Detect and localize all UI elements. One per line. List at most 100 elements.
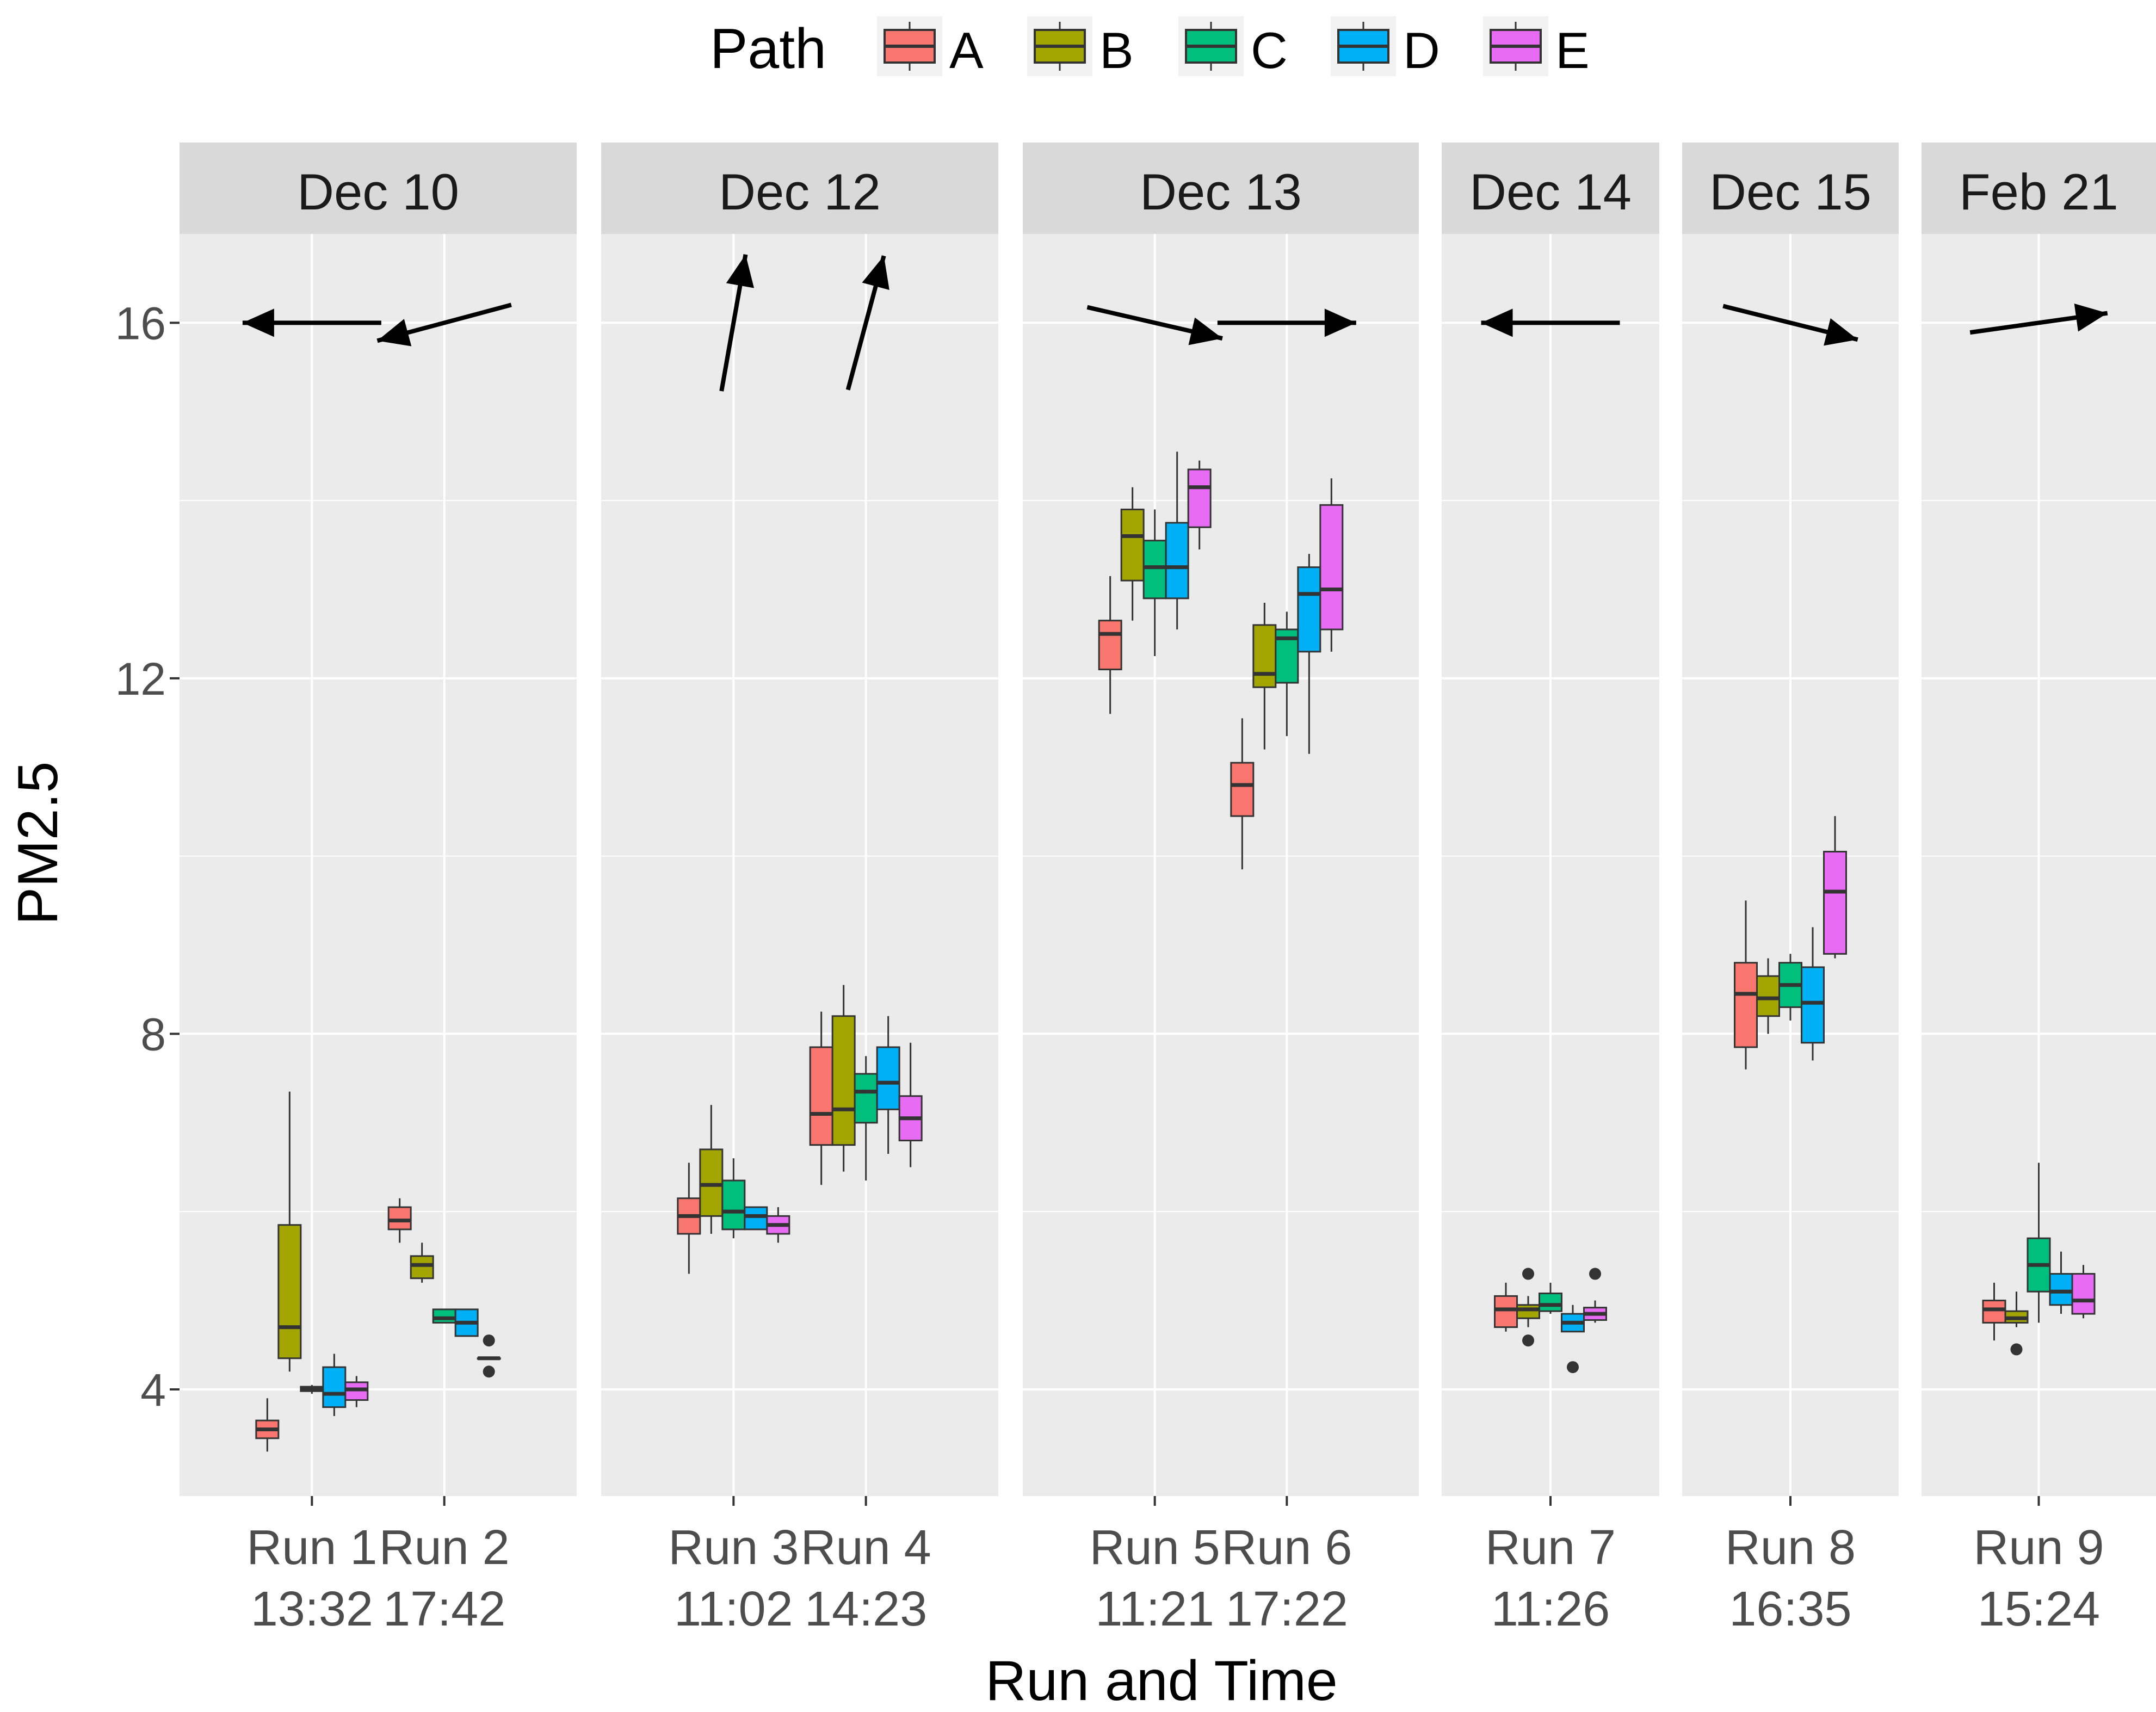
wind-arrow	[1722, 304, 1858, 346]
x-tick-label-run: Run 8	[1725, 1521, 1856, 1575]
facet-strip	[180, 143, 577, 234]
box-path-A	[1098, 576, 1122, 714]
box-path-B	[410, 1243, 434, 1283]
x-tick-label-run: Run 5	[1090, 1521, 1220, 1575]
box-body	[1297, 566, 1321, 653]
wind-arrow	[1217, 308, 1356, 337]
x-tick-label-run: Run 2	[379, 1521, 510, 1575]
box-body	[876, 1046, 900, 1110]
box-body	[854, 1073, 878, 1124]
facet-panel-feb-21: Feb 21 Run 9 15:24	[1922, 143, 2156, 1636]
panel-background	[601, 234, 998, 1496]
box-outlier	[483, 1334, 495, 1347]
box-body	[277, 1224, 302, 1359]
panel-background	[1023, 234, 1419, 1496]
legend: Path A B C D E	[710, 16, 1590, 81]
y-axis: 4 8 12 16	[115, 298, 180, 1416]
box-body	[2049, 1273, 2073, 1306]
wind-arrow	[1086, 305, 1223, 345]
legend-key-C: C	[1178, 16, 1288, 79]
wind-arrow	[719, 254, 755, 392]
box-body	[387, 1206, 412, 1231]
legend-key-B: B	[1027, 16, 1134, 79]
box-body	[1142, 540, 1167, 599]
box-body	[1319, 504, 1344, 631]
box-body	[432, 1308, 456, 1324]
x-tick-label-time: 17:22	[1226, 1582, 1348, 1636]
box-body	[831, 1015, 856, 1146]
box-path-B	[1252, 603, 1277, 750]
box-body	[1098, 620, 1122, 671]
box-path-E	[1823, 816, 1847, 959]
x-tick-label-time: 11:26	[1491, 1582, 1610, 1636]
facet-panel-dec-15: Dec 15 Run 8 16:35	[1682, 143, 1899, 1636]
box-path-E	[898, 1042, 923, 1167]
box-body	[1516, 1304, 1540, 1319]
box-body	[1230, 762, 1255, 817]
box-outlier	[1567, 1361, 1579, 1374]
x-tick-label-time: 11:02	[674, 1582, 793, 1636]
box-path-E	[477, 1334, 501, 1378]
box-body	[699, 1148, 724, 1217]
box-body	[1982, 1300, 2006, 1324]
y-tick-label: 8	[140, 1009, 166, 1060]
box-body	[322, 1366, 347, 1408]
box-body	[1539, 1292, 1562, 1312]
wind-arrow	[845, 255, 889, 391]
x-axis-title: Run and Time	[985, 1649, 1337, 1712]
x-tick-label-run: Run 9	[1973, 1521, 2104, 1575]
x-tick-label-time: 17:42	[383, 1582, 505, 1636]
box-path-C	[854, 1056, 878, 1181]
panel-background	[180, 234, 577, 1496]
facet-strip-label: Dec 14	[1469, 163, 1632, 220]
wind-arrow-head	[1481, 308, 1513, 337]
x-tick-label-time: 16:35	[1729, 1582, 1851, 1636]
box-path-A	[809, 1011, 833, 1185]
wind-arrow-head	[2074, 303, 2108, 332]
x-tick-label-time: 13:32	[251, 1582, 373, 1636]
box-path-A	[677, 1163, 701, 1274]
wind-arrow-head	[862, 256, 889, 290]
box-path-D	[1297, 554, 1321, 754]
box-path-C	[432, 1308, 456, 1324]
box-path-D	[2049, 1251, 2073, 1314]
box-path-B	[277, 1091, 302, 1372]
facet-strip	[1442, 143, 1659, 234]
box-path-B	[2004, 1291, 2029, 1356]
wind-arrow	[376, 302, 512, 347]
y-tick-label: 4	[140, 1364, 166, 1416]
box-path-C	[1275, 611, 1299, 737]
facet-strip	[1682, 143, 1899, 234]
box-path-C	[721, 1158, 746, 1239]
box-path-C	[2027, 1163, 2051, 1323]
x-tick-label-run: Run 6	[1221, 1521, 1352, 1575]
x-tick-label-time: 15:24	[1978, 1582, 2100, 1636]
facet-strip-label: Dec 12	[719, 163, 881, 220]
box-path-A	[1230, 718, 1255, 870]
facet-strip	[1922, 143, 2156, 234]
box-path-D	[876, 1016, 900, 1154]
box-path-C	[1539, 1282, 1562, 1314]
wind-arrow-head	[242, 308, 274, 337]
box-path-E	[2071, 1265, 2096, 1319]
box-path-B	[699, 1105, 724, 1234]
legend-label-D: D	[1403, 22, 1440, 79]
box-path-D	[1561, 1305, 1585, 1374]
box-body	[1187, 468, 1212, 528]
box-path-B	[831, 985, 856, 1172]
wind-arrow-head	[1824, 318, 1858, 346]
legend-label-B: B	[1099, 22, 1134, 79]
legend-key-D: D	[1331, 16, 1440, 79]
wind-arrow-head	[377, 319, 412, 347]
x-tick-label-run: Run 3	[668, 1521, 799, 1575]
box-path-A	[255, 1398, 280, 1452]
box-body	[744, 1206, 768, 1231]
wind-arrow	[242, 308, 381, 337]
facet-strip-label: Dec 15	[1709, 163, 1871, 220]
box-body	[1494, 1295, 1518, 1328]
facet-strip-label: Dec 13	[1140, 163, 1302, 220]
